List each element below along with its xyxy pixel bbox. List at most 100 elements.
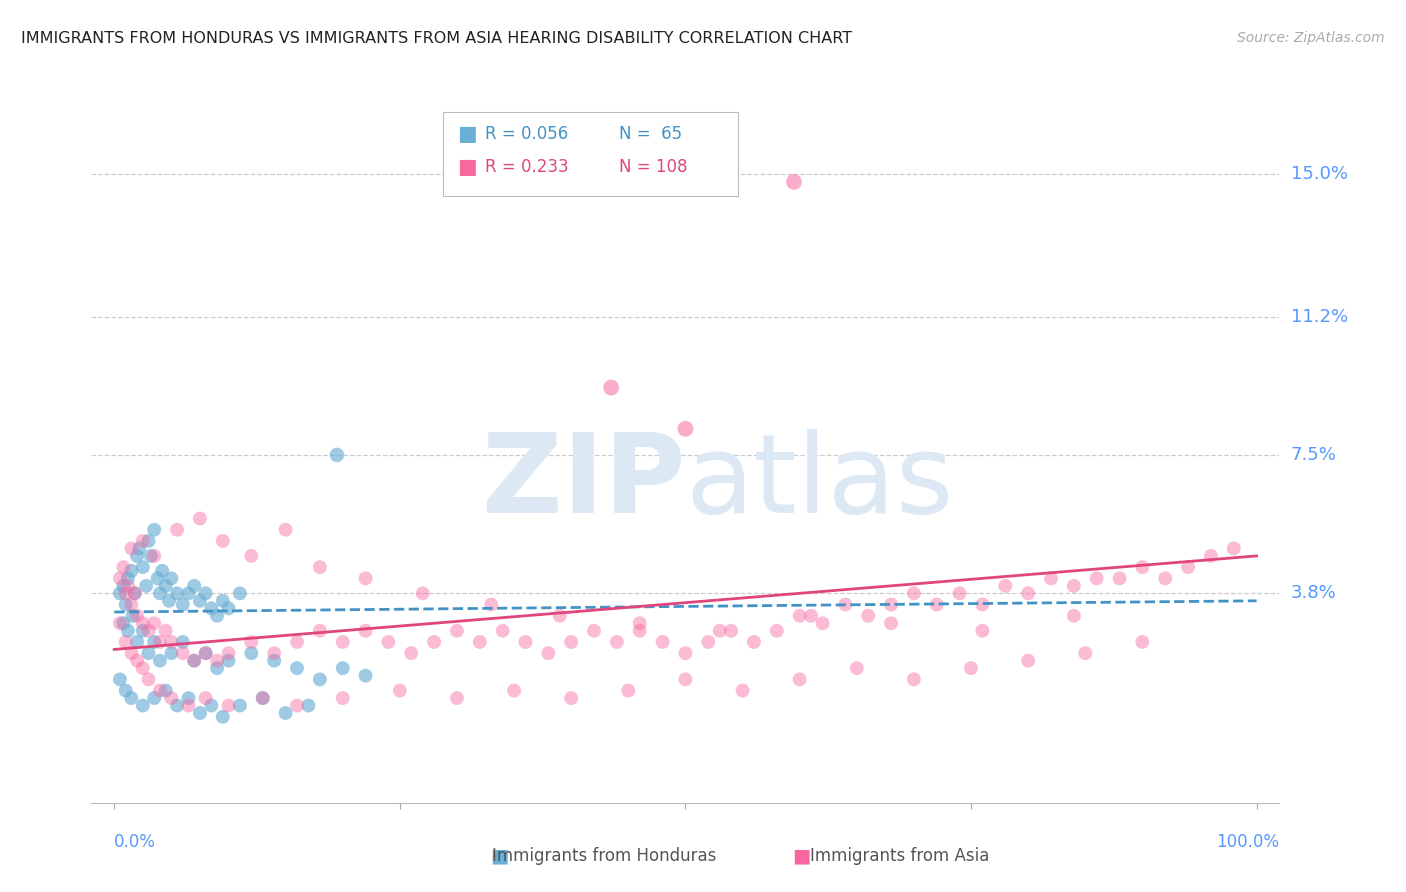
Point	[108, 673, 131, 687]
Point	[112, 560, 135, 574]
Point	[285, 661, 308, 675]
Point	[149, 683, 172, 698]
Point	[194, 586, 217, 600]
Point	[139, 549, 162, 563]
Point	[651, 635, 673, 649]
Point	[332, 635, 354, 649]
Point	[194, 646, 217, 660]
Text: ■: ■	[457, 157, 477, 177]
Point	[121, 608, 143, 623]
Point	[217, 698, 239, 713]
Point	[263, 646, 285, 660]
Point	[560, 635, 582, 649]
Point	[143, 635, 166, 649]
Point	[160, 571, 183, 585]
Point	[789, 673, 811, 687]
Point	[205, 654, 228, 668]
Point	[217, 601, 239, 615]
Point	[127, 549, 148, 563]
Point	[211, 594, 233, 608]
Point	[229, 698, 252, 713]
Point	[149, 635, 172, 649]
Point	[582, 624, 605, 638]
Point	[188, 511, 211, 525]
Point	[127, 635, 148, 649]
Point	[160, 691, 183, 706]
Point	[548, 608, 571, 623]
Point	[1017, 586, 1039, 600]
Point	[114, 598, 136, 612]
Point	[200, 601, 222, 615]
Point	[166, 698, 188, 713]
Point	[177, 586, 200, 600]
Point	[628, 616, 651, 631]
Point	[274, 706, 297, 720]
Text: 15.0%: 15.0%	[1291, 165, 1347, 184]
Point	[117, 571, 139, 585]
Point	[172, 646, 194, 660]
Point	[183, 579, 205, 593]
Point	[1074, 646, 1097, 660]
Point	[617, 683, 640, 698]
Point	[880, 616, 903, 631]
Point	[880, 598, 903, 612]
Point	[155, 683, 177, 698]
Point	[423, 635, 446, 649]
Point	[200, 698, 222, 713]
Point	[166, 523, 188, 537]
Point	[135, 579, 157, 593]
Point	[399, 646, 422, 660]
Point	[172, 635, 194, 649]
Point	[972, 598, 994, 612]
Text: 7.5%: 7.5%	[1291, 446, 1337, 464]
Point	[117, 624, 139, 638]
Text: atlas: atlas	[685, 429, 953, 536]
Point	[132, 533, 155, 548]
Point	[188, 594, 211, 608]
Point	[120, 646, 142, 660]
Point	[994, 579, 1017, 593]
Point	[112, 616, 135, 631]
Point	[252, 691, 274, 706]
Point	[127, 654, 148, 668]
Point	[856, 608, 879, 623]
Point	[332, 661, 354, 675]
Point	[925, 598, 948, 612]
Point	[263, 654, 285, 668]
Point	[308, 673, 330, 687]
Point	[138, 624, 160, 638]
Point	[332, 691, 354, 706]
Point	[132, 560, 155, 574]
Point	[143, 691, 166, 706]
Point	[114, 586, 136, 600]
Point	[128, 541, 150, 556]
Point	[308, 624, 330, 638]
Point	[446, 624, 468, 638]
Point	[194, 691, 217, 706]
Text: N =  65: N = 65	[619, 125, 682, 143]
Point	[308, 560, 330, 574]
Point	[354, 571, 377, 585]
Point	[903, 586, 925, 600]
Point	[217, 654, 239, 668]
Point	[1017, 654, 1039, 668]
Point	[960, 661, 983, 675]
Point	[149, 654, 172, 668]
Point	[1063, 579, 1085, 593]
Point	[108, 571, 131, 585]
Point	[120, 598, 142, 612]
Point	[1154, 571, 1177, 585]
Point	[1130, 560, 1153, 574]
Point	[155, 624, 177, 638]
Point	[132, 661, 155, 675]
Point	[354, 624, 377, 638]
Point	[166, 586, 188, 600]
Point	[120, 541, 142, 556]
Point	[903, 673, 925, 687]
Point	[326, 448, 349, 462]
Point	[673, 646, 696, 660]
Point	[503, 683, 526, 698]
Point	[114, 683, 136, 698]
Text: ■: ■	[489, 847, 509, 866]
Point	[183, 654, 205, 668]
